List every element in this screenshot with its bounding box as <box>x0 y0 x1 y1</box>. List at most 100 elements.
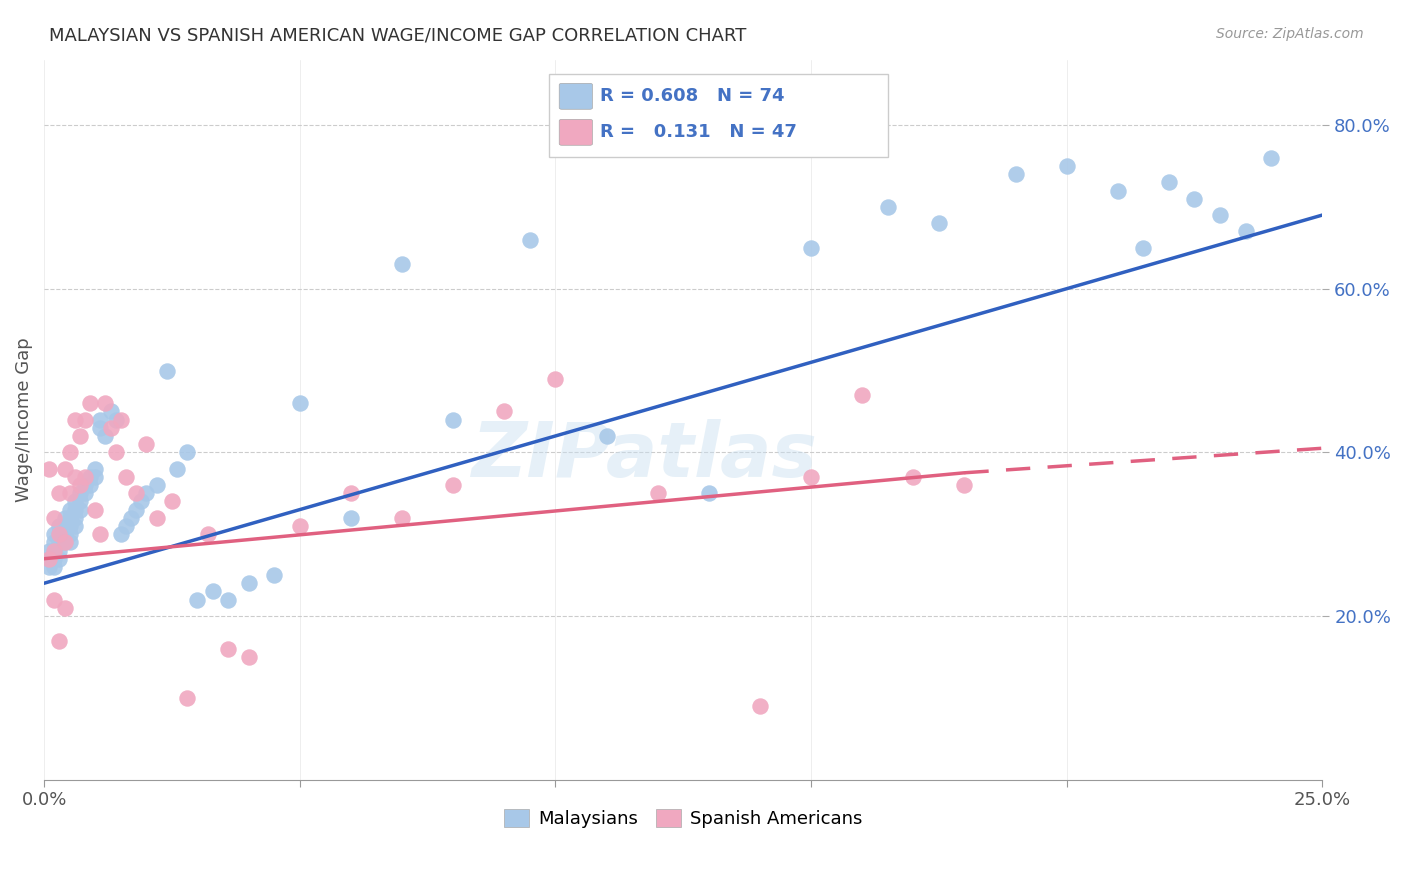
Point <box>69 429 91 443</box>
Point <box>176 690 198 705</box>
Text: R =   0.131   N = 47: R = 0.131 N = 47 <box>600 123 797 141</box>
Point <box>340 486 363 500</box>
Point <box>44 543 66 558</box>
Point <box>1184 192 1206 206</box>
Point <box>48 486 70 500</box>
Legend: Malaysians, Spanish Americans: Malaysians, Spanish Americans <box>496 802 870 836</box>
Point <box>697 486 720 500</box>
Point <box>1234 224 1257 238</box>
Point <box>44 560 66 574</box>
Point <box>84 502 107 516</box>
Point <box>391 510 413 524</box>
Point <box>876 200 898 214</box>
Point <box>120 510 142 524</box>
Point <box>391 257 413 271</box>
Point <box>44 543 66 558</box>
Point <box>94 429 117 443</box>
Point <box>69 478 91 492</box>
Point <box>800 241 823 255</box>
Point <box>145 478 167 492</box>
Point <box>125 502 148 516</box>
Point <box>1004 167 1026 181</box>
Point <box>94 396 117 410</box>
Point <box>595 429 617 443</box>
Point <box>59 445 82 459</box>
Point <box>73 470 96 484</box>
Point <box>38 551 60 566</box>
Point <box>288 519 311 533</box>
Point <box>135 437 157 451</box>
Point <box>79 470 101 484</box>
Point <box>48 527 70 541</box>
Point <box>851 388 873 402</box>
Point <box>953 478 976 492</box>
Point <box>288 396 311 410</box>
Point <box>69 486 91 500</box>
Point <box>44 592 66 607</box>
Text: Source: ZipAtlas.com: Source: ZipAtlas.com <box>1216 27 1364 41</box>
Point <box>48 519 70 533</box>
Point <box>748 698 770 713</box>
Point <box>38 551 60 566</box>
Point <box>197 527 219 541</box>
Text: ZIPatlas: ZIPatlas <box>472 418 818 492</box>
Point <box>53 510 76 524</box>
FancyBboxPatch shape <box>548 74 887 157</box>
Point <box>156 363 179 377</box>
Point <box>48 527 70 541</box>
Point <box>201 584 224 599</box>
Point <box>63 510 86 524</box>
Point <box>1209 208 1232 222</box>
Point <box>59 486 82 500</box>
Point <box>59 502 82 516</box>
Point <box>340 510 363 524</box>
Point <box>69 502 91 516</box>
Point <box>44 510 66 524</box>
Point <box>1157 175 1180 189</box>
FancyBboxPatch shape <box>560 83 592 110</box>
Point <box>48 551 70 566</box>
Point <box>100 421 122 435</box>
Point <box>59 510 82 524</box>
Point <box>89 527 111 541</box>
Point <box>44 551 66 566</box>
Point <box>38 560 60 574</box>
Point <box>125 486 148 500</box>
Point <box>135 486 157 500</box>
Point <box>89 421 111 435</box>
Point <box>441 412 464 426</box>
Point <box>104 412 127 426</box>
Point <box>89 412 111 426</box>
Point <box>217 641 239 656</box>
Point <box>1132 241 1154 255</box>
FancyBboxPatch shape <box>560 120 592 145</box>
Point <box>79 396 101 410</box>
Point <box>494 404 516 418</box>
Point <box>38 543 60 558</box>
Point <box>1260 151 1282 165</box>
Point <box>110 527 132 541</box>
Point <box>63 519 86 533</box>
Point <box>176 445 198 459</box>
Point <box>48 535 70 549</box>
Point <box>44 527 66 541</box>
Point <box>63 412 86 426</box>
Point <box>115 470 138 484</box>
Point <box>48 633 70 648</box>
Point <box>1107 184 1129 198</box>
Point <box>53 535 76 549</box>
Point <box>53 527 76 541</box>
Point <box>263 568 285 582</box>
Point <box>79 478 101 492</box>
Point <box>129 494 152 508</box>
Point <box>53 461 76 475</box>
Point <box>59 527 82 541</box>
Point <box>84 470 107 484</box>
Point <box>53 519 76 533</box>
Point <box>166 461 188 475</box>
Point <box>544 372 567 386</box>
Point <box>44 535 66 549</box>
Point <box>110 412 132 426</box>
Point <box>73 486 96 500</box>
Point <box>48 543 70 558</box>
